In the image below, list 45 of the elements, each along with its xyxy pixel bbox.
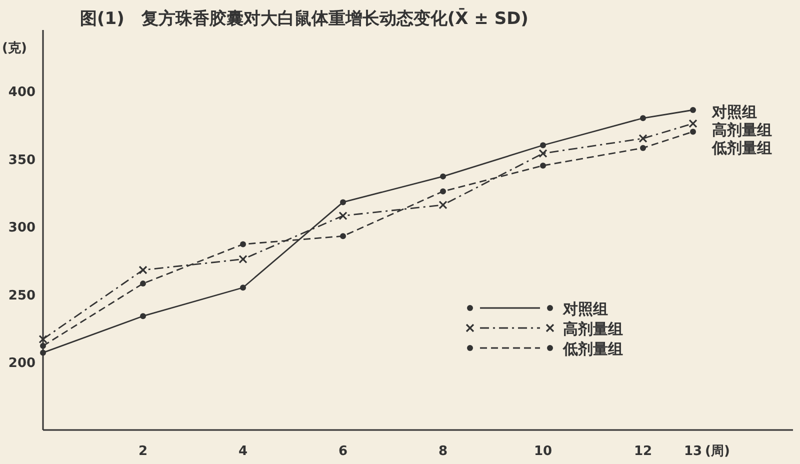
point [438, 200, 448, 210]
y-tick-label: 300 [8, 220, 36, 236]
x-tick-label: 12 [634, 444, 652, 459]
point [240, 284, 246, 291]
point [338, 211, 348, 220]
point [340, 233, 346, 240]
point [240, 241, 246, 248]
x-tick-label: 8 [438, 444, 448, 459]
legend-label: 高剂量组 [563, 320, 623, 338]
x-tick-label: 13 [684, 444, 702, 459]
point [690, 128, 696, 135]
point [690, 107, 696, 113]
x-axis-title: (周) [705, 444, 730, 459]
text: 低剂量组 [712, 139, 772, 157]
y-tick-label: 250 [8, 288, 36, 304]
point [640, 144, 646, 151]
text: 对照组 [712, 103, 757, 121]
point [238, 254, 248, 264]
text: 高剂量组 [712, 121, 772, 139]
x-tick-label: 6 [338, 444, 348, 459]
point [38, 334, 48, 344]
point [140, 313, 146, 320]
point [688, 119, 698, 128]
point [140, 280, 146, 287]
point [340, 199, 346, 206]
point [440, 188, 446, 194]
point [40, 350, 46, 356]
legend-label: 对照组 [562, 300, 608, 318]
y-axis-title: (克) [2, 41, 27, 56]
point [540, 142, 546, 148]
point [440, 173, 446, 180]
point [640, 115, 646, 122]
point [138, 266, 148, 274]
x-tick-label: 10 [534, 444, 552, 459]
point [638, 134, 648, 143]
y-tick-label: 200 [8, 356, 36, 372]
x-tick-label: 4 [238, 444, 248, 459]
point [540, 162, 546, 169]
chart-title: 图(1) 复方珠香胶囊对大白鼠体重增长动态变化(X̄ ± SD) [80, 8, 528, 29]
legend-label: 低剂量组 [562, 340, 623, 358]
x-tick-label: 2 [138, 444, 148, 459]
point [538, 149, 548, 158]
point [40, 342, 46, 349]
y-tick-label: 400 [8, 85, 36, 100]
y-tick-label: 350 [8, 152, 36, 168]
